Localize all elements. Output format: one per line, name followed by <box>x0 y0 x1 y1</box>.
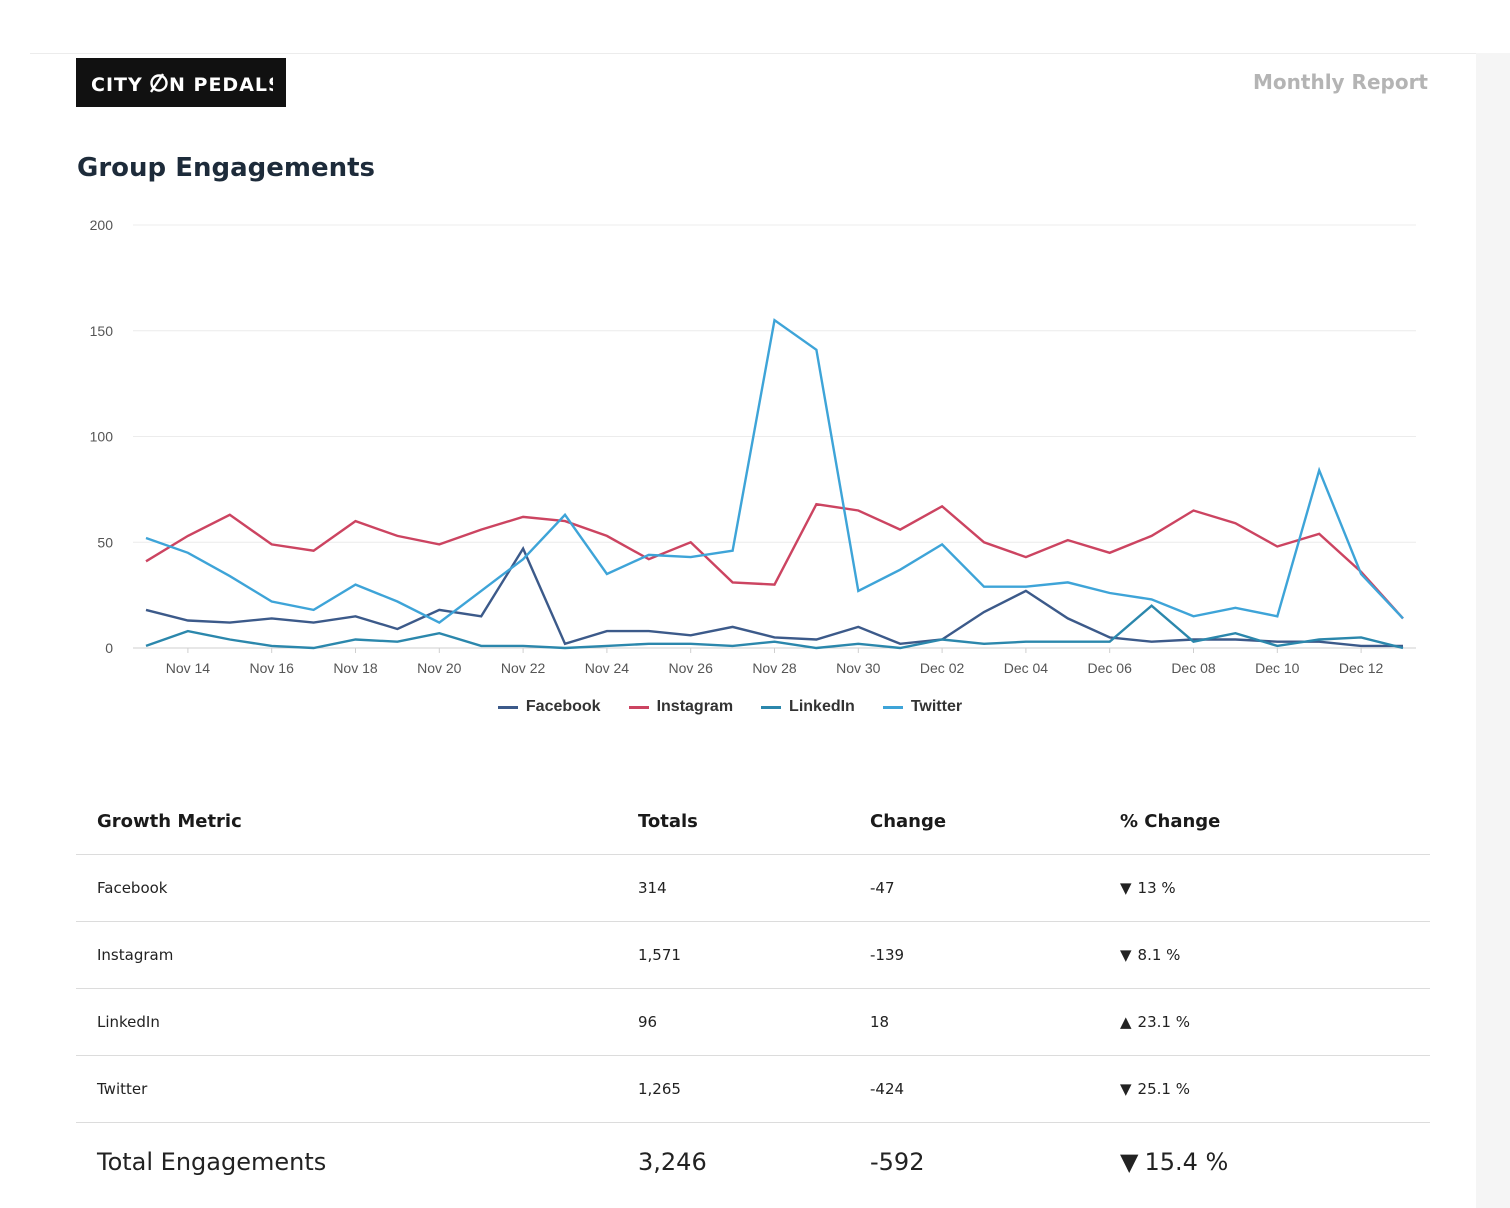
table-row: Facebook 314 -47 ▼ 13 % <box>76 854 1430 922</box>
down-arrow-icon: ▼ <box>1120 879 1132 897</box>
engagement-line-chart: 0 50 100 150 200 Nov 14 Nov 16 Nov 18 Nov 20 Nov … <box>90 217 1416 676</box>
metric-change: -139 <box>849 921 1099 989</box>
legend-item-twitter[interactable]: Twitter <box>882 698 963 716</box>
total-value: 3,246 <box>638 1148 707 1176</box>
x-tick-label: Nov 22 <box>501 660 546 676</box>
metric-name: Facebook <box>76 854 617 922</box>
percent-value: 13 % <box>1137 879 1176 897</box>
svg-text:CITY: CITY <box>91 74 143 95</box>
series-line-linkedin <box>145 604 1404 650</box>
metric-name: Instagram <box>76 921 617 989</box>
metric-percent-change: ▲ 23.1 % <box>1099 988 1430 1056</box>
table-row: LinkedIn 96 18 ▲ 23.1 % <box>76 988 1430 1056</box>
brand-logo: CITY N PEDALS <box>76 58 286 107</box>
legend-label: Instagram <box>656 698 734 715</box>
series-line-instagram <box>145 502 1404 620</box>
legend-swatch-icon <box>497 705 518 709</box>
x-tick-label: Nov 20 <box>417 660 462 676</box>
logo-wordmark-icon: CITY N PEDALS <box>91 72 273 95</box>
x-tick-label: Dec 08 <box>1171 660 1216 676</box>
header-percent-change: % Change <box>1099 788 1430 855</box>
table-row: Instagram 1,571 -139 ▼ 8.1 % <box>76 921 1430 989</box>
x-tick-label: Nov 24 <box>585 660 630 676</box>
legend-swatch-icon <box>882 705 903 709</box>
series-line-twitter <box>145 318 1404 625</box>
x-tick-label: Nov 28 <box>752 660 797 676</box>
metric-percent-change: ▼ 8.1 % <box>1099 921 1430 989</box>
legend-swatch-icon <box>628 705 649 709</box>
percent-value: 23.1 % <box>1137 1013 1190 1031</box>
legend-item-facebook[interactable]: Facebook <box>497 698 601 716</box>
legend-swatch-icon <box>761 705 782 709</box>
legend-label: LinkedIn <box>789 698 855 715</box>
x-tick-label: Nov 14 <box>166 660 211 676</box>
header-totals: Totals <box>617 788 849 855</box>
top-divider <box>30 53 1476 54</box>
x-tick-label: Nov 30 <box>836 660 881 676</box>
growth-metrics-table: Growth Metric Totals Change % Change Fac… <box>76 788 1430 1201</box>
down-arrow-icon: ▼ <box>1120 1080 1132 1098</box>
total-change: -592 <box>870 1148 925 1176</box>
metric-name: Twitter <box>76 1055 617 1123</box>
metric-change: -47 <box>849 854 1099 922</box>
total-row: Total Engagements 3,246 -592 ▼ 15.4 % <box>76 1123 1430 1202</box>
metric-total: 314 <box>617 854 849 922</box>
x-tick-label: Dec 10 <box>1255 660 1300 676</box>
legend-item-instagram[interactable]: Instagram <box>628 698 734 716</box>
metric-percent-change: ▼ 25.1 % <box>1099 1055 1430 1123</box>
total-label: Total Engagements <box>97 1148 327 1176</box>
header-growth-metric: Growth Metric <box>76 788 617 855</box>
x-tick-label: Nov 18 <box>333 660 378 676</box>
metric-change: -424 <box>849 1055 1099 1123</box>
scrollbar-track[interactable] <box>1476 53 1510 1208</box>
percent-value: 25.1 % <box>1137 1080 1190 1098</box>
metric-name: LinkedIn <box>76 988 617 1056</box>
chart-legend: Facebook Instagram LinkedIn Twitter <box>0 698 1460 716</box>
up-arrow-icon: ▲ <box>1120 1013 1132 1031</box>
percent-value: 8.1 % <box>1137 946 1181 964</box>
total-percent-change: ▼ 15.4 % <box>1099 1123 1430 1202</box>
x-tick-label: Nov 26 <box>669 660 714 676</box>
table-row: Twitter 1,265 -424 ▼ 25.1 % <box>76 1055 1430 1123</box>
legend-label: Twitter <box>910 698 963 715</box>
down-arrow-icon: ▼ <box>1120 1148 1139 1176</box>
y-tick-label: 200 <box>90 217 114 233</box>
header-change: Change <box>849 788 1099 855</box>
down-arrow-icon: ▼ <box>1120 946 1132 964</box>
y-tick-label: 50 <box>97 534 113 550</box>
y-tick-label: 100 <box>90 429 114 445</box>
x-tick-label: Nov 16 <box>250 660 295 676</box>
svg-text:N PEDALS: N PEDALS <box>169 74 273 95</box>
report-label: Monthly Report <box>1253 70 1428 94</box>
metric-change: 18 <box>849 988 1099 1056</box>
metric-total: 1,571 <box>617 921 849 989</box>
section-title: Group Engagements <box>77 153 376 183</box>
y-tick-label: 150 <box>90 323 114 339</box>
legend-label: Facebook <box>525 698 601 715</box>
x-tick-label: Dec 06 <box>1088 660 1133 676</box>
metric-total: 1,265 <box>617 1055 849 1123</box>
legend-item-linkedin[interactable]: LinkedIn <box>761 698 855 716</box>
x-tick-label: Dec 02 <box>920 660 965 676</box>
x-tick-label: Dec 12 <box>1339 660 1384 676</box>
series-line-facebook <box>145 546 1403 648</box>
metric-total: 96 <box>617 988 849 1056</box>
x-tick-label: Dec 04 <box>1004 660 1049 676</box>
table-header-row: Growth Metric Totals Change % Change <box>76 788 1430 855</box>
y-tick-label: 0 <box>105 640 113 656</box>
percent-value: 15.4 % <box>1144 1148 1229 1176</box>
metric-percent-change: ▼ 13 % <box>1099 854 1430 922</box>
